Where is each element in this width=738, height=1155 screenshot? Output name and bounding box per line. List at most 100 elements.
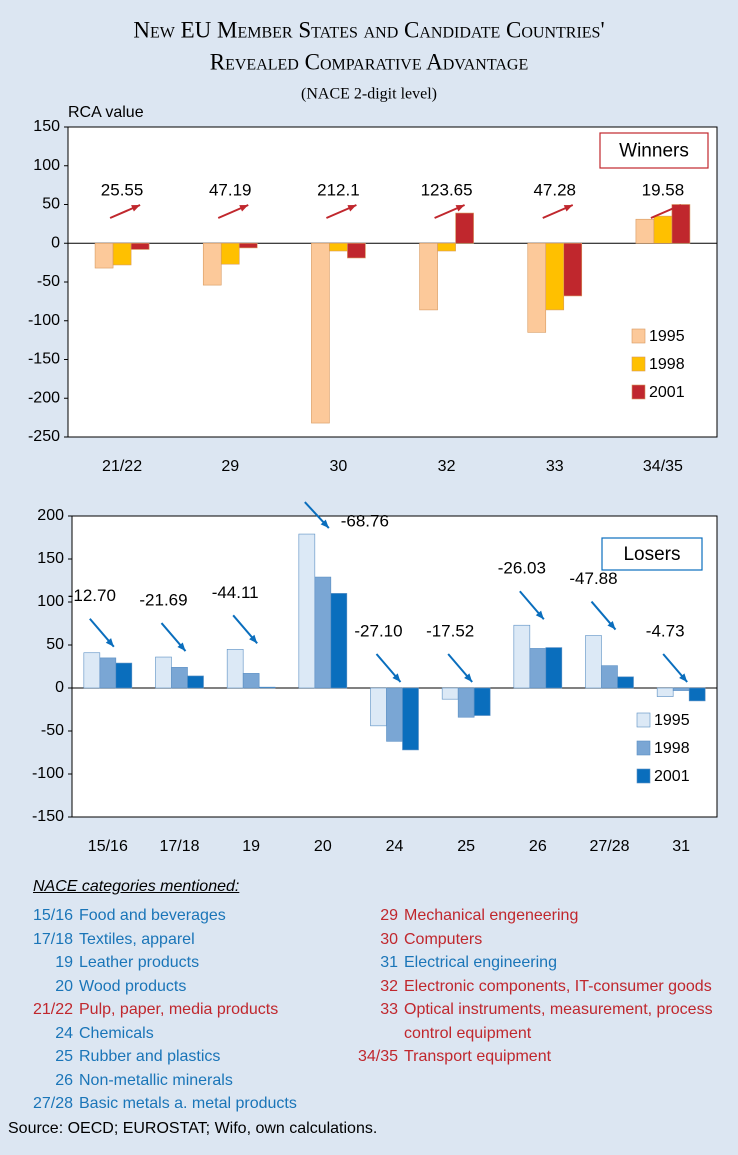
bar [155, 656, 172, 689]
annotation: 212.1 [317, 180, 360, 199]
y-tick-label: 50 [46, 636, 64, 653]
title-line: New EU Member States and Candidate Count… [133, 17, 604, 42]
x-tick-label: 19 [242, 838, 260, 855]
bar [347, 242, 366, 259]
x-tick-label: 26 [529, 838, 547, 855]
bar [529, 648, 547, 689]
bar [585, 635, 602, 689]
note-code: 33 [380, 1001, 398, 1018]
bar [314, 576, 332, 689]
bar [130, 242, 150, 250]
y-tick-label: -200 [28, 389, 60, 406]
note-label: Optical instruments, measurement, proces… [404, 1001, 713, 1042]
note-item: 29 Mechanical engeneering [352, 904, 727, 928]
note-code: 20 [55, 977, 73, 995]
y-tick-label: 100 [33, 157, 60, 174]
legend-label: 1998 [654, 740, 690, 757]
legend-label: 2001 [654, 768, 690, 785]
bar [298, 533, 316, 689]
bar [330, 593, 348, 689]
x-tick-label: 24 [386, 838, 404, 855]
bar [457, 687, 475, 718]
note-code: 32 [380, 977, 398, 995]
y-tick-label: -100 [32, 765, 64, 782]
arrow-head [177, 642, 186, 652]
bar [455, 212, 474, 244]
y-tick-label: -100 [28, 312, 60, 329]
bar [386, 687, 403, 742]
bar [402, 687, 419, 751]
arrow-head [320, 519, 329, 529]
arrow-head [535, 610, 544, 620]
note-item: 32 Electronic components, IT-consumer goo… [352, 975, 727, 999]
bar [545, 242, 565, 311]
legend-swatch [631, 384, 646, 400]
annotation: -17.52 [426, 621, 474, 640]
note-label: Basic metals a. metal products [79, 1095, 297, 1112]
note-item: 17/18 Textiles, apparel [18, 928, 358, 952]
note-label: Mechanical engeneering [404, 907, 579, 924]
bar [688, 687, 706, 702]
bar [513, 624, 531, 689]
bar [370, 687, 387, 727]
note-label: Computers [404, 930, 483, 948]
x-tick-label: 32 [438, 458, 456, 475]
note-code: 29 [380, 907, 398, 924]
legend-label: 1995 [654, 712, 690, 729]
note-item: 19 Leather products [18, 951, 358, 975]
source: Source: OECD; EUROSTAT; Wifo, own calcul… [8, 1120, 378, 1137]
bar [563, 242, 583, 297]
y-tick-label: -150 [28, 351, 60, 368]
bar [311, 242, 330, 424]
legend-label: 1995 [649, 328, 685, 345]
y-tick-label: 0 [55, 679, 64, 696]
note-item: 15/16 Food and beverages [18, 904, 358, 928]
note-label: Electrical engineering [404, 954, 557, 971]
x-tick-label: 25 [457, 838, 475, 855]
note-label: Rubber and plastics [79, 1048, 221, 1065]
arrow-head [563, 205, 573, 212]
arrow-head [249, 634, 258, 644]
bar [437, 242, 456, 252]
note-item: 27/28 Basic metals a. metal products [18, 1092, 358, 1116]
x-tick-label: 27/28 [589, 838, 629, 855]
annotation: -12.70 [68, 586, 116, 605]
arrow-head [455, 205, 465, 212]
y-tick-label: 0 [51, 234, 60, 251]
bar [329, 242, 348, 252]
bar [187, 675, 204, 689]
annotation: -26.03 [498, 559, 546, 578]
note-code: 17/18 [32, 930, 73, 948]
legend-label: 1998 [649, 356, 685, 373]
note-item: 24 Chemicals [18, 1022, 358, 1046]
note-code: 31 [380, 954, 398, 971]
note-label: Pulp, paper, media products [79, 1001, 279, 1018]
note-code: 27/28 [32, 1095, 73, 1112]
legend-swatch [631, 356, 646, 372]
note-code: 26 [55, 1071, 73, 1089]
note-label: Wood products [79, 977, 187, 995]
note-item: 26 Non-metallic minerals [18, 1069, 358, 1093]
bar [94, 242, 114, 269]
arrow-head [131, 205, 141, 212]
y-tick-label: 150 [37, 550, 64, 567]
bar [441, 687, 459, 700]
charts: New EU Member States and Candidate Count… [28, 17, 718, 855]
annotation: -68.76 [341, 511, 389, 530]
note-code: 30 [380, 930, 398, 948]
note-label: Leather products [79, 954, 200, 971]
bar [527, 242, 547, 333]
note-item: 34/35 Transport equipment [352, 1045, 727, 1069]
y-tick-label: 50 [42, 196, 60, 213]
x-tick-label: 20 [314, 838, 332, 855]
bar [112, 242, 132, 266]
plot-area [67, 126, 718, 438]
x-tick-label: 29 [221, 458, 239, 475]
y-tick-label: -50 [41, 722, 64, 739]
x-tick-label: 33 [546, 458, 564, 475]
note-item: 31 Electrical engineering [352, 951, 727, 975]
title-line: Revealed Comparative Advantage [210, 49, 528, 74]
x-tick-label: 30 [330, 458, 348, 475]
y-axis-label: RCA value [68, 104, 144, 121]
